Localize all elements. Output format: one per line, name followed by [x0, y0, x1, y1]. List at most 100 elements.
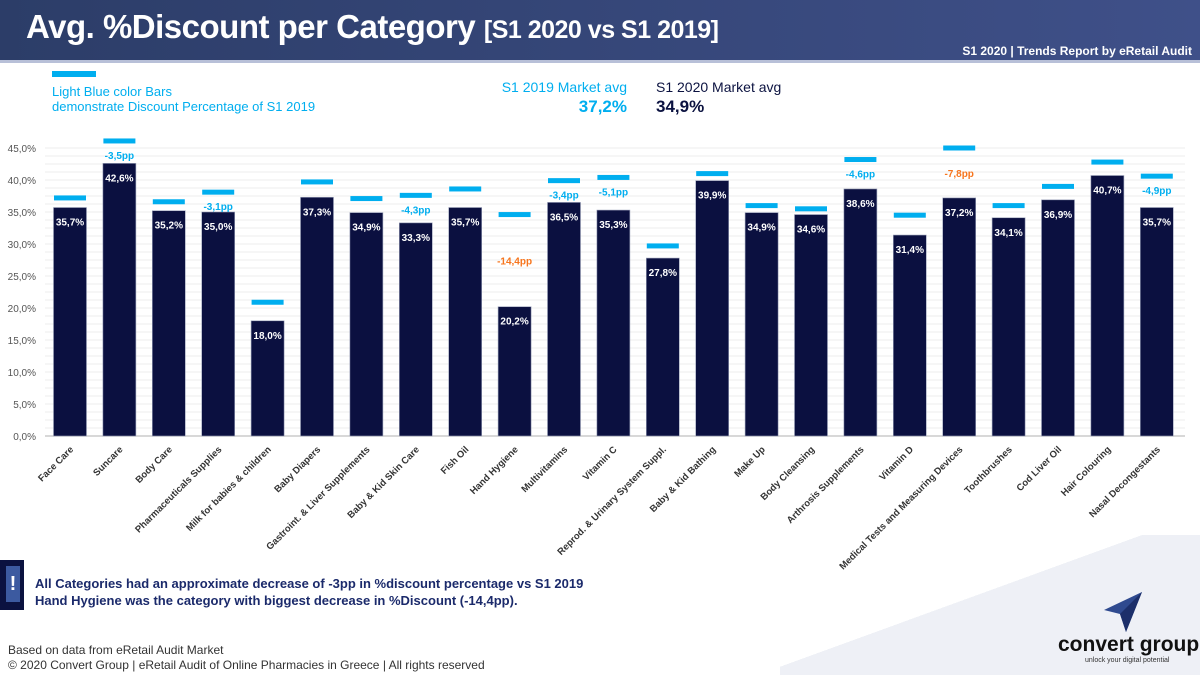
bar-2020: [1090, 175, 1125, 437]
market-avg-2020-label: S1 2020 Market avg: [656, 79, 782, 95]
diff-label: -5,1pp: [599, 187, 628, 198]
diff-label: -14,4pp: [497, 257, 532, 268]
bar-2020: [547, 202, 581, 437]
y-tick-label: 25,0%: [8, 272, 36, 283]
x-tick-label: Pharmaceuticals Supplies: [133, 444, 224, 535]
x-tick-label: Reprod. & Urinary System Suppl.: [555, 444, 668, 557]
y-tick-label: 15,0%: [8, 336, 36, 347]
bar-value-label: 18,0%: [253, 331, 281, 342]
bar-value-label: 35,7%: [1143, 218, 1171, 229]
bar-value-label: 34,1%: [994, 228, 1022, 239]
title-suffix: [S1 2020 vs S1 2019]: [483, 16, 719, 44]
marker-2019: [893, 212, 926, 218]
bar-value-label: 39,9%: [698, 191, 726, 202]
bar-value-label: 36,9%: [1044, 210, 1072, 221]
marker-2019: [301, 179, 333, 185]
marker-2019: [350, 196, 383, 202]
x-tick-label: Fish Oil: [439, 444, 471, 476]
bar-2020: [349, 212, 384, 437]
y-tick-label: 45,0%: [8, 144, 36, 155]
diff-label: -7,8pp: [944, 169, 973, 180]
bar-2020: [152, 210, 186, 437]
legend-text: Light Blue color Bars demonstrate Discou…: [52, 84, 315, 114]
bar-2020: [744, 212, 779, 437]
marker-2019: [449, 186, 482, 192]
report-label: S1 2020 | Trends Report by eRetail Audit: [962, 44, 1192, 58]
marker-2019: [103, 138, 136, 144]
note-text: All Categories had an approximate decrea…: [35, 575, 583, 609]
y-tick-label: 35,0%: [8, 208, 36, 219]
bar-value-label: 42,6%: [105, 173, 133, 184]
title-main: Avg. %Discount per Category: [26, 8, 476, 45]
market-avg-2020: S1 2020 Market avg 34,9%: [656, 79, 781, 117]
diff-label: -3,5pp: [105, 151, 134, 162]
copyright-text: © 2020 Convert Group | eRetail Audit of …: [8, 658, 485, 672]
bar-value-label: 31,4%: [896, 245, 924, 256]
bar-2020: [1140, 207, 1174, 437]
bar-2020: [53, 207, 87, 437]
marker-2019: [646, 243, 679, 249]
bar-value-label: 34,9%: [352, 223, 380, 234]
bar-value-label: 35,0%: [204, 222, 232, 233]
legend-line-2: demonstrate Discount Percentage of S1 20…: [52, 99, 316, 114]
diff-label: -4,9pp: [1142, 186, 1171, 197]
header-banner: Avg. %Discount per Category [S1 2020 vs …: [0, 0, 1200, 63]
exclamation-icon: !: [6, 566, 20, 602]
bar-value-label: 35,2%: [155, 221, 183, 232]
x-tick-label: Toothbrushes: [963, 444, 1015, 496]
marker-2019: [399, 192, 432, 198]
marker-2019: [202, 189, 235, 195]
bar-2020: [892, 234, 927, 437]
y-tick-label: 30,0%: [8, 240, 36, 251]
x-tick-label: Multivitamins: [519, 444, 570, 495]
x-tick-label: Milk for babies & children: [184, 444, 274, 534]
bar-2020: [596, 209, 631, 437]
bar-value-label: 35,7%: [56, 218, 84, 229]
bar-value-label: 37,2%: [945, 208, 973, 219]
x-tick-label: Face Care: [36, 444, 76, 484]
source-text: Based on data from eRetail Audit Market: [8, 643, 224, 657]
marker-2019: [1091, 159, 1124, 165]
marker-2019: [943, 145, 976, 151]
bar-value-label: 33,3%: [402, 233, 430, 244]
bar-value-label: 38,6%: [846, 199, 874, 210]
marker-2019: [251, 299, 284, 305]
bar-2020: [497, 306, 532, 437]
x-tick-label: Cod Liver Oil: [1015, 444, 1065, 494]
marker-2019: [992, 203, 1025, 209]
bar-chart: 0,0% 5,0% 10,0% 15,0% 20,0% 25,0% 30,0% 35,0% 40…: [8, 138, 1185, 570]
bar-2020: [1041, 199, 1075, 437]
bar-value-label: 27,8%: [649, 268, 677, 279]
logo-name: convert group: [1058, 633, 1200, 656]
x-tick-label: Body Care: [134, 444, 175, 485]
marker-2019: [696, 171, 729, 177]
note-line-2: Hand Hygiene was the category with bigge…: [35, 593, 518, 608]
x-tick-label: Hair Colouring: [1059, 444, 1114, 499]
x-tick-label: Suncare: [91, 444, 125, 478]
bar-value-label: 34,9%: [747, 223, 775, 234]
legend-swatch-2019: [52, 71, 96, 77]
x-tick-label: Make Up: [732, 444, 768, 480]
marker-2019: [844, 157, 877, 163]
bar-2020: [794, 214, 828, 437]
bar-value-label: 35,7%: [451, 218, 479, 229]
market-avg-2019: S1 2019 Market avg 37,2%: [470, 79, 627, 117]
x-tick-label: Vitamin D: [877, 444, 916, 483]
footer: Based on data from eRetail Audit Market …: [8, 643, 485, 673]
bar-2020: [102, 163, 137, 437]
marker-2019: [498, 212, 531, 218]
diff-label: -3,4pp: [549, 191, 578, 202]
bar-2020: [991, 217, 1026, 437]
bar-2020: [398, 222, 433, 437]
diff-label: -3,1pp: [203, 202, 232, 213]
marker-2019: [597, 174, 630, 180]
legend-line-1: Light Blue color Bars: [52, 84, 172, 99]
marker-2019: [54, 195, 86, 201]
x-tick-label: Baby Diapers: [272, 444, 323, 495]
market-avg-2019-label: S1 2019 Market avg: [501, 79, 627, 95]
x-tick-label: Gastroint. & Liver Supplements: [264, 444, 372, 552]
bar-2020: [201, 211, 235, 437]
marker-2019: [795, 206, 827, 212]
bar-value-label: 36,5%: [550, 212, 578, 223]
logo-tagline: unlock your digital potential: [1085, 657, 1170, 664]
